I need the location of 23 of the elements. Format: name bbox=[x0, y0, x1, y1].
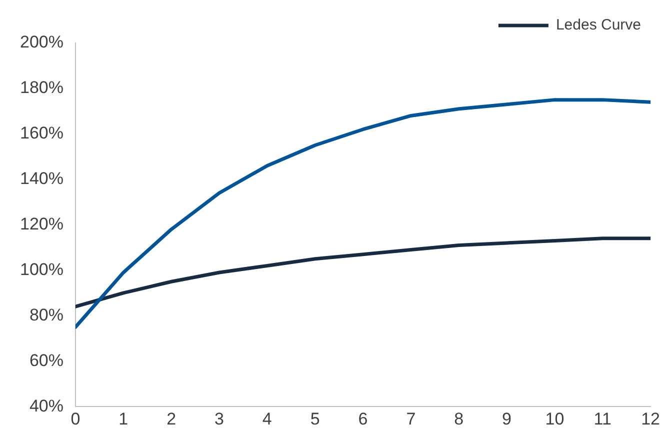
x-tick-label: 1 bbox=[118, 409, 128, 428]
y-tick-label: 120% bbox=[20, 214, 64, 234]
y-tick-label: 60% bbox=[29, 350, 64, 370]
y-tick-label: 100% bbox=[20, 260, 64, 279]
x-tick-label: 2 bbox=[166, 409, 176, 428]
y-tick-label: 80% bbox=[29, 305, 64, 324]
x-tick-label: 5 bbox=[310, 409, 320, 428]
x-tick-label: 11 bbox=[594, 409, 612, 428]
y-tick-label: 180% bbox=[20, 78, 64, 98]
x-tick-label: 10 bbox=[545, 409, 564, 428]
x-tick-label: 0 bbox=[70, 409, 80, 428]
x-tick-label: 3 bbox=[214, 409, 224, 428]
y-tick-label: 160% bbox=[20, 124, 64, 143]
x-tick-label: 6 bbox=[358, 409, 368, 428]
x-tick-label: 4 bbox=[262, 409, 272, 428]
y-tick-label: 40% bbox=[29, 396, 64, 416]
y-tick-label: 140% bbox=[20, 169, 64, 188]
legend-label: Ledes Curve bbox=[556, 16, 642, 34]
x-tick-label: 9 bbox=[502, 409, 512, 428]
x-tick-label: 12 bbox=[641, 409, 660, 428]
x-tick-label: 7 bbox=[406, 409, 416, 428]
x-tick-label: 8 bbox=[454, 409, 464, 428]
y-tick-label: 200% bbox=[20, 32, 64, 52]
